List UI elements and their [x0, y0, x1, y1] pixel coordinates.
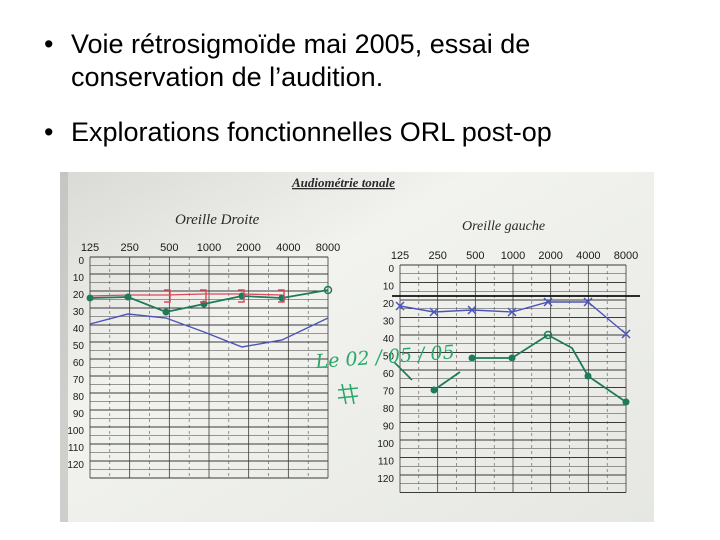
frequency-label: 4000 — [576, 250, 600, 262]
db-label: 60 — [73, 358, 85, 369]
left-ear-marker — [584, 372, 592, 380]
left-ear-x-marker — [543, 297, 553, 307]
db-label: 30 — [73, 307, 85, 318]
bullet-line: Voie rétrosigmoïde mai 2005, essai de — [71, 29, 531, 59]
bullet-line: conservation de l’audition. — [71, 62, 384, 92]
audiometry-header: Audiométrie tonale — [291, 175, 395, 190]
left-ear-x-marker — [507, 307, 517, 317]
db-label: 10 — [383, 282, 395, 293]
right-ear-red-mark — [238, 289, 245, 303]
right-ear-red-marks — [164, 289, 285, 303]
frequency-label: 1000 — [197, 242, 221, 254]
frequency-label: 1000 — [501, 250, 525, 262]
bullet-marker: • — [44, 117, 54, 147]
bullet-text: Voie rétrosigmoïde mai 2005, essai de co… — [71, 28, 530, 94]
left-ear-marker — [430, 386, 438, 394]
db-label: 110 — [378, 457, 394, 468]
right-ear-red-mark — [164, 289, 171, 303]
frequency-label: 4000 — [276, 242, 300, 254]
db-label: 50 — [73, 341, 85, 352]
right-ear-red-trace — [89, 293, 283, 297]
right-ear-marker — [162, 308, 170, 316]
left-ear-green-markers — [430, 330, 630, 406]
right-ear-red-mark — [278, 289, 285, 303]
db-label: 110 — [68, 443, 84, 454]
left-ear-x-marker — [467, 305, 477, 315]
right-ear-red-mark — [200, 289, 207, 303]
db-label: 90 — [383, 422, 395, 433]
frequency-label: 2000 — [236, 242, 260, 254]
db-label: 90 — [73, 409, 85, 420]
db-label: 30 — [383, 317, 395, 328]
left-ear-marker — [508, 354, 516, 362]
left-ear-grid — [399, 264, 627, 493]
right-ear-title: Oreille Droite — [175, 212, 260, 228]
right-ear-marker — [323, 285, 333, 295]
bullet-text: Explorations fonctionnelles ORL post-op — [71, 116, 552, 149]
right-ear-grid — [89, 256, 329, 479]
db-label: 70 — [73, 375, 85, 386]
left-ear-marker — [543, 330, 553, 340]
left-ear-x-markers — [395, 297, 631, 339]
frequency-label: 250 — [428, 250, 446, 262]
db-label: 100 — [377, 439, 394, 450]
frequency-label: 8000 — [316, 242, 340, 254]
left-ear-green-dash — [393, 361, 413, 381]
right-ear-marker — [86, 294, 94, 302]
db-label: 120 — [377, 474, 394, 485]
db-label: 20 — [383, 299, 395, 310]
db-label: 40 — [383, 334, 395, 345]
db-label: 0 — [78, 256, 84, 267]
frequency-label: 250 — [120, 242, 138, 254]
left-ear-x-marker — [583, 297, 593, 307]
db-label: 50 — [383, 352, 395, 363]
db-label: 100 — [67, 426, 84, 437]
bullet-marker: • — [44, 29, 54, 59]
db-label: 70 — [383, 387, 395, 398]
right-ear-marker — [124, 293, 132, 301]
left-ear-marker — [622, 398, 630, 406]
paper-shadow-left — [60, 172, 68, 522]
left-ear-marker — [468, 354, 476, 362]
right-ear-blue-trace — [89, 313, 329, 348]
frequency-label: 8000 — [614, 250, 638, 262]
frequency-label: 125 — [81, 242, 99, 254]
db-label: 80 — [73, 392, 85, 403]
frequency-label: 500 — [466, 250, 484, 262]
left-ear-title: Oreille gauche — [462, 219, 545, 234]
db-label: 20 — [73, 290, 85, 301]
left-ear-green-trace — [472, 333, 627, 403]
right-ear-db-labels: 0 10 20 30 40 50 60 70 80 90 100 110 120 — [67, 256, 84, 471]
db-label: 40 — [73, 324, 85, 335]
left-ear-x-marker — [621, 329, 631, 339]
left-ear-frequency-labels: 125 250 500 1000 2000 4000 8000 — [391, 250, 638, 262]
db-label: 0 — [388, 264, 394, 275]
left-ear-x-marker — [429, 307, 439, 317]
bullet-line: Explorations fonctionnelles ORL post-op — [71, 117, 552, 147]
left-ear-db-labels: 0 10 20 30 40 50 60 70 80 90 100 110 120 — [377, 264, 394, 485]
right-ear-frequency-labels: 125 250 500 1000 2000 4000 8000 — [81, 242, 340, 254]
db-label: 80 — [383, 404, 395, 415]
frequency-label: 500 — [160, 242, 178, 254]
left-ear-x-marker — [395, 301, 405, 311]
paper-background — [60, 172, 654, 522]
db-label: 120 — [67, 460, 84, 471]
frequency-label: 2000 — [538, 250, 562, 262]
db-label: 10 — [73, 273, 85, 284]
audiogram-photo: Audiométrie tonale Oreille Droite Oreill… — [60, 172, 654, 522]
handwritten-hash-mark — [337, 383, 359, 405]
db-label: 60 — [383, 369, 395, 380]
frequency-label: 125 — [391, 250, 409, 262]
left-ear-green-dash — [433, 371, 461, 391]
